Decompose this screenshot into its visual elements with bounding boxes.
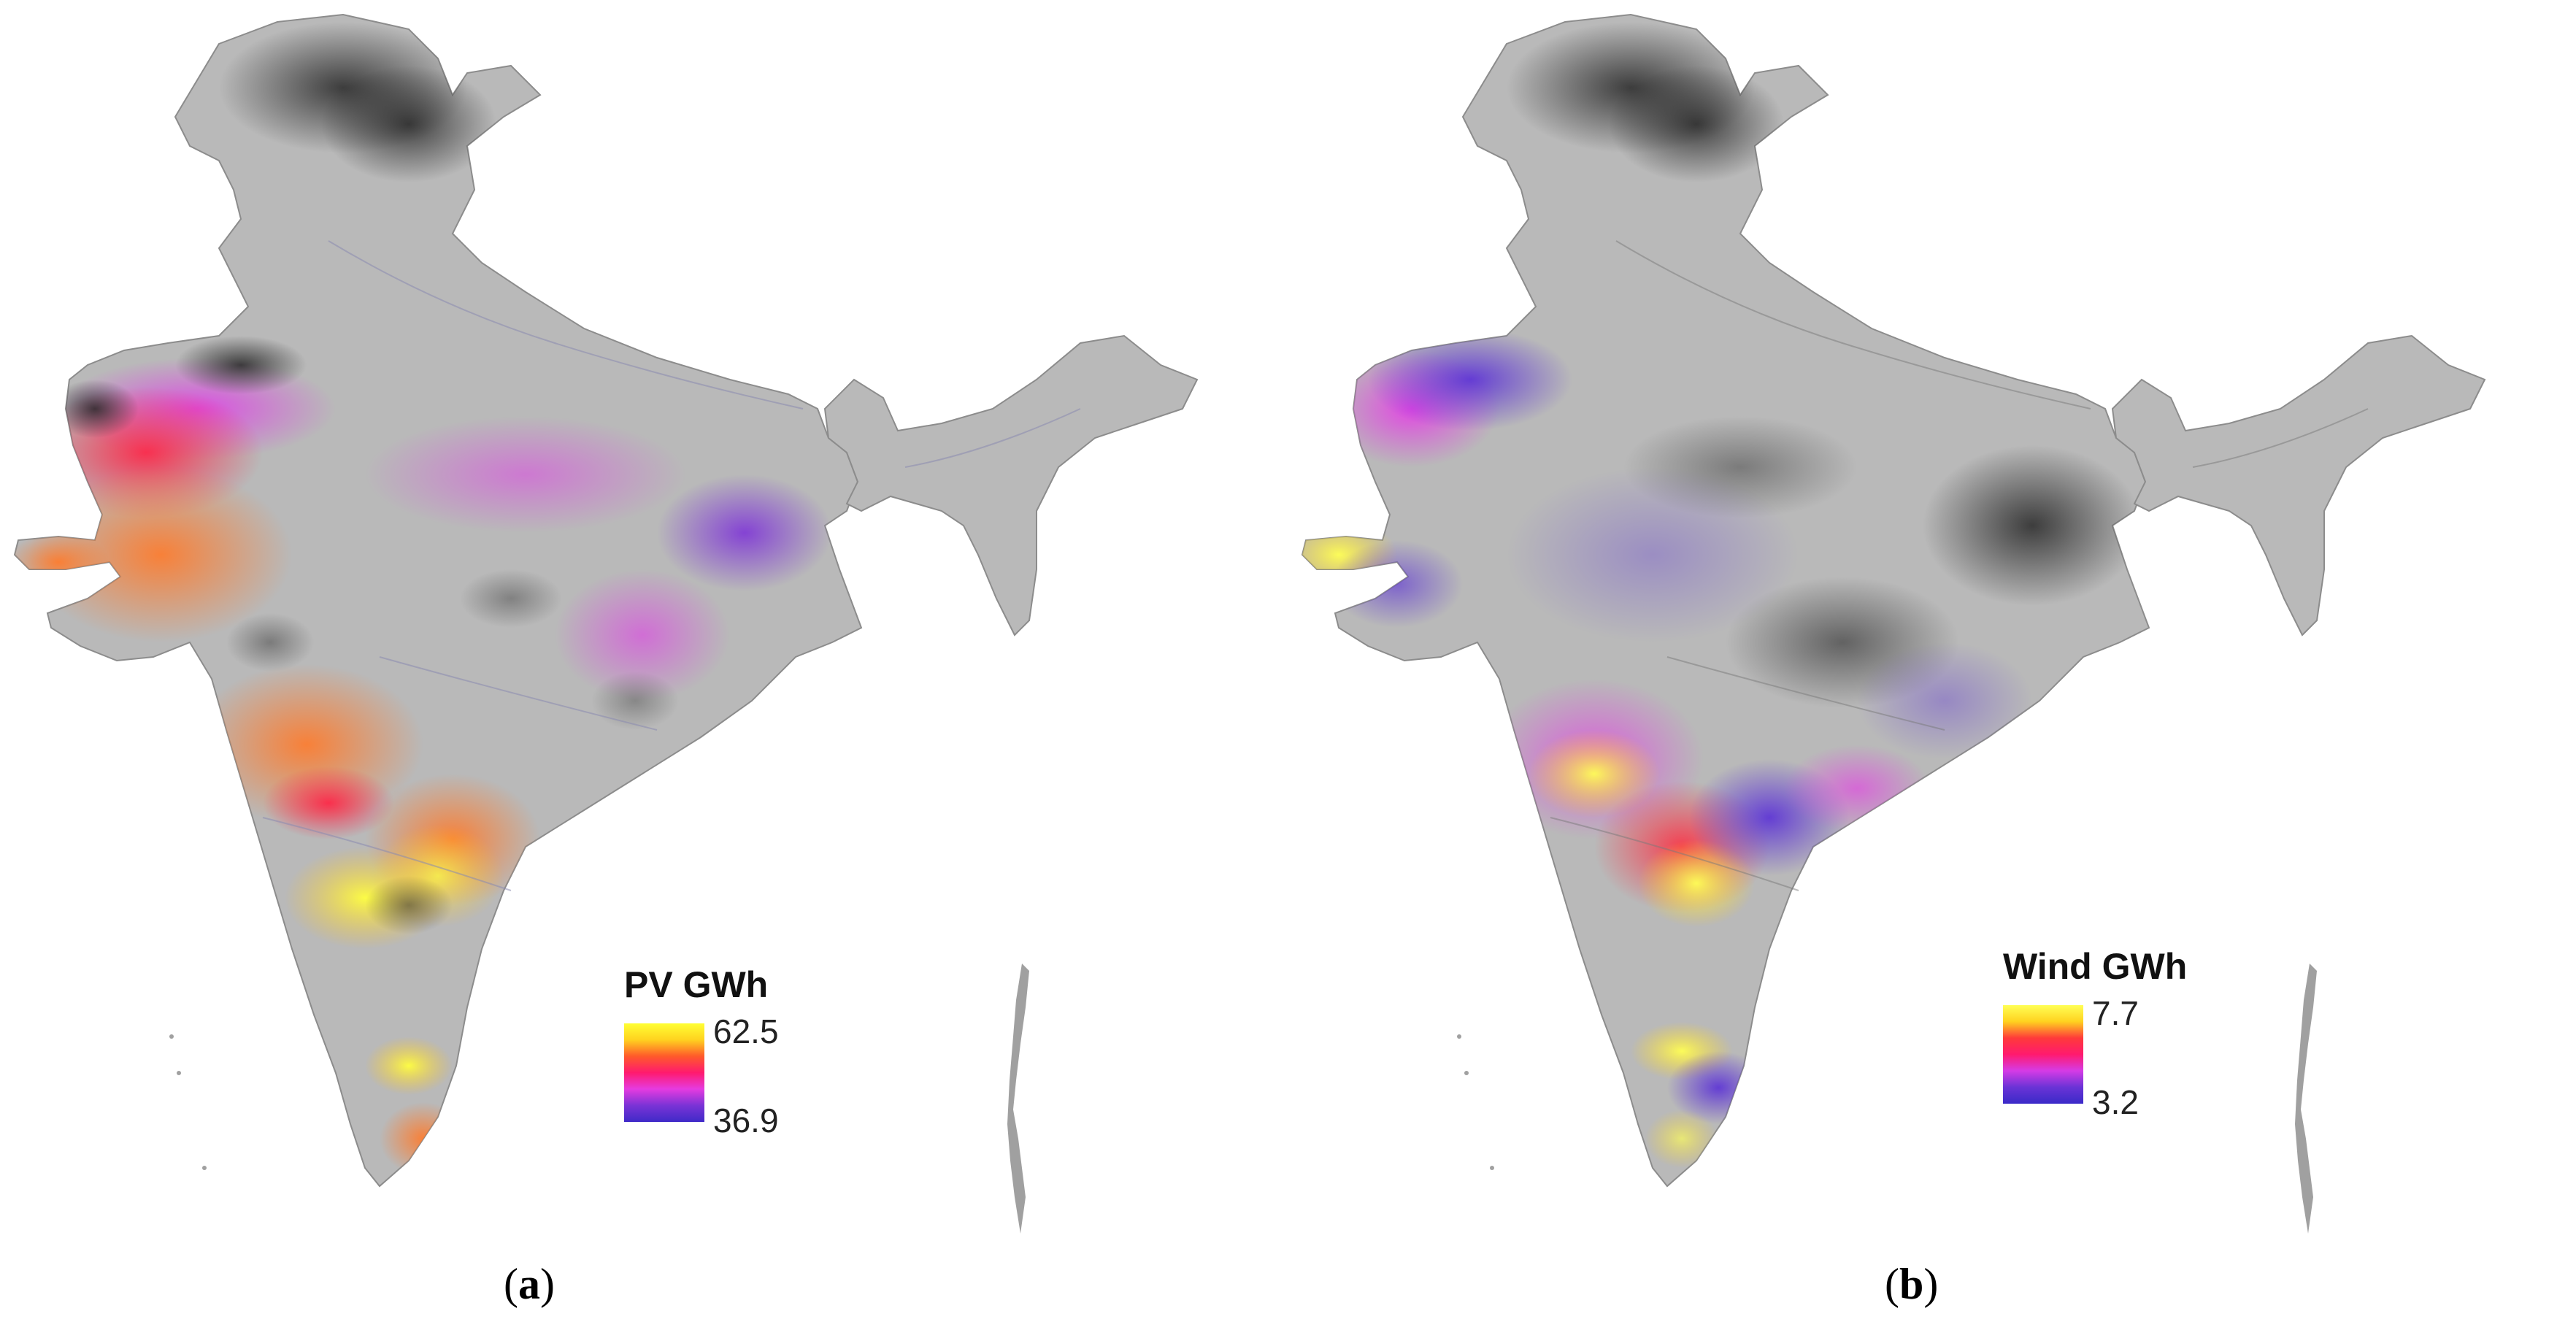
lakshadweep-island [1464, 1071, 1469, 1075]
lakshadweep-island [169, 1034, 174, 1039]
wind-color-overlay [1302, 22, 2142, 1168]
legend-max-value: 7.7 [2092, 994, 2139, 1032]
panel-a: PV GWh 62.5 36.9 (a) [13, 13, 1199, 1308]
andaman-islands [1007, 964, 1029, 1234]
river-lines [1550, 240, 2369, 891]
legend-title: Wind GWh [2003, 946, 2188, 987]
india-northeast [823, 334, 1199, 637]
lakshadweep-island [202, 1166, 207, 1170]
legend-min-value: 3.2 [2092, 1083, 2139, 1121]
river-lines [262, 240, 1081, 891]
andaman-islands [2295, 964, 2317, 1234]
legend-max-value: 62.5 [713, 1012, 779, 1050]
india-northeast [2111, 334, 2486, 637]
lakshadweep-island [1490, 1166, 1494, 1170]
pv-legend: PV GWh 62.5 36.9 [624, 964, 858, 1139]
panel-caption: (a) [504, 1260, 555, 1308]
legend-color-bar [2003, 1005, 2083, 1104]
india-mainland [13, 13, 863, 1188]
legend-min-value: 36.9 [713, 1101, 779, 1139]
legend-color-bar [624, 1023, 704, 1122]
pv-color-overlay [15, 22, 832, 1175]
pv-map [13, 13, 1199, 1234]
wind-map [1301, 13, 2486, 1234]
wind-legend: Wind GWh 7.7 3.2 [2003, 945, 2237, 1121]
lakshadweep-island [177, 1071, 181, 1075]
panel-caption: (b) [1885, 1260, 1939, 1308]
legend-title: PV GWh [624, 964, 769, 1005]
panel-b: Wind GWh 7.7 3.2 (b) [1288, 0, 2575, 1338]
caption-letter: a [518, 1260, 540, 1308]
caption-letter: b [1899, 1260, 1924, 1308]
lakshadweep-island [1457, 1034, 1461, 1039]
